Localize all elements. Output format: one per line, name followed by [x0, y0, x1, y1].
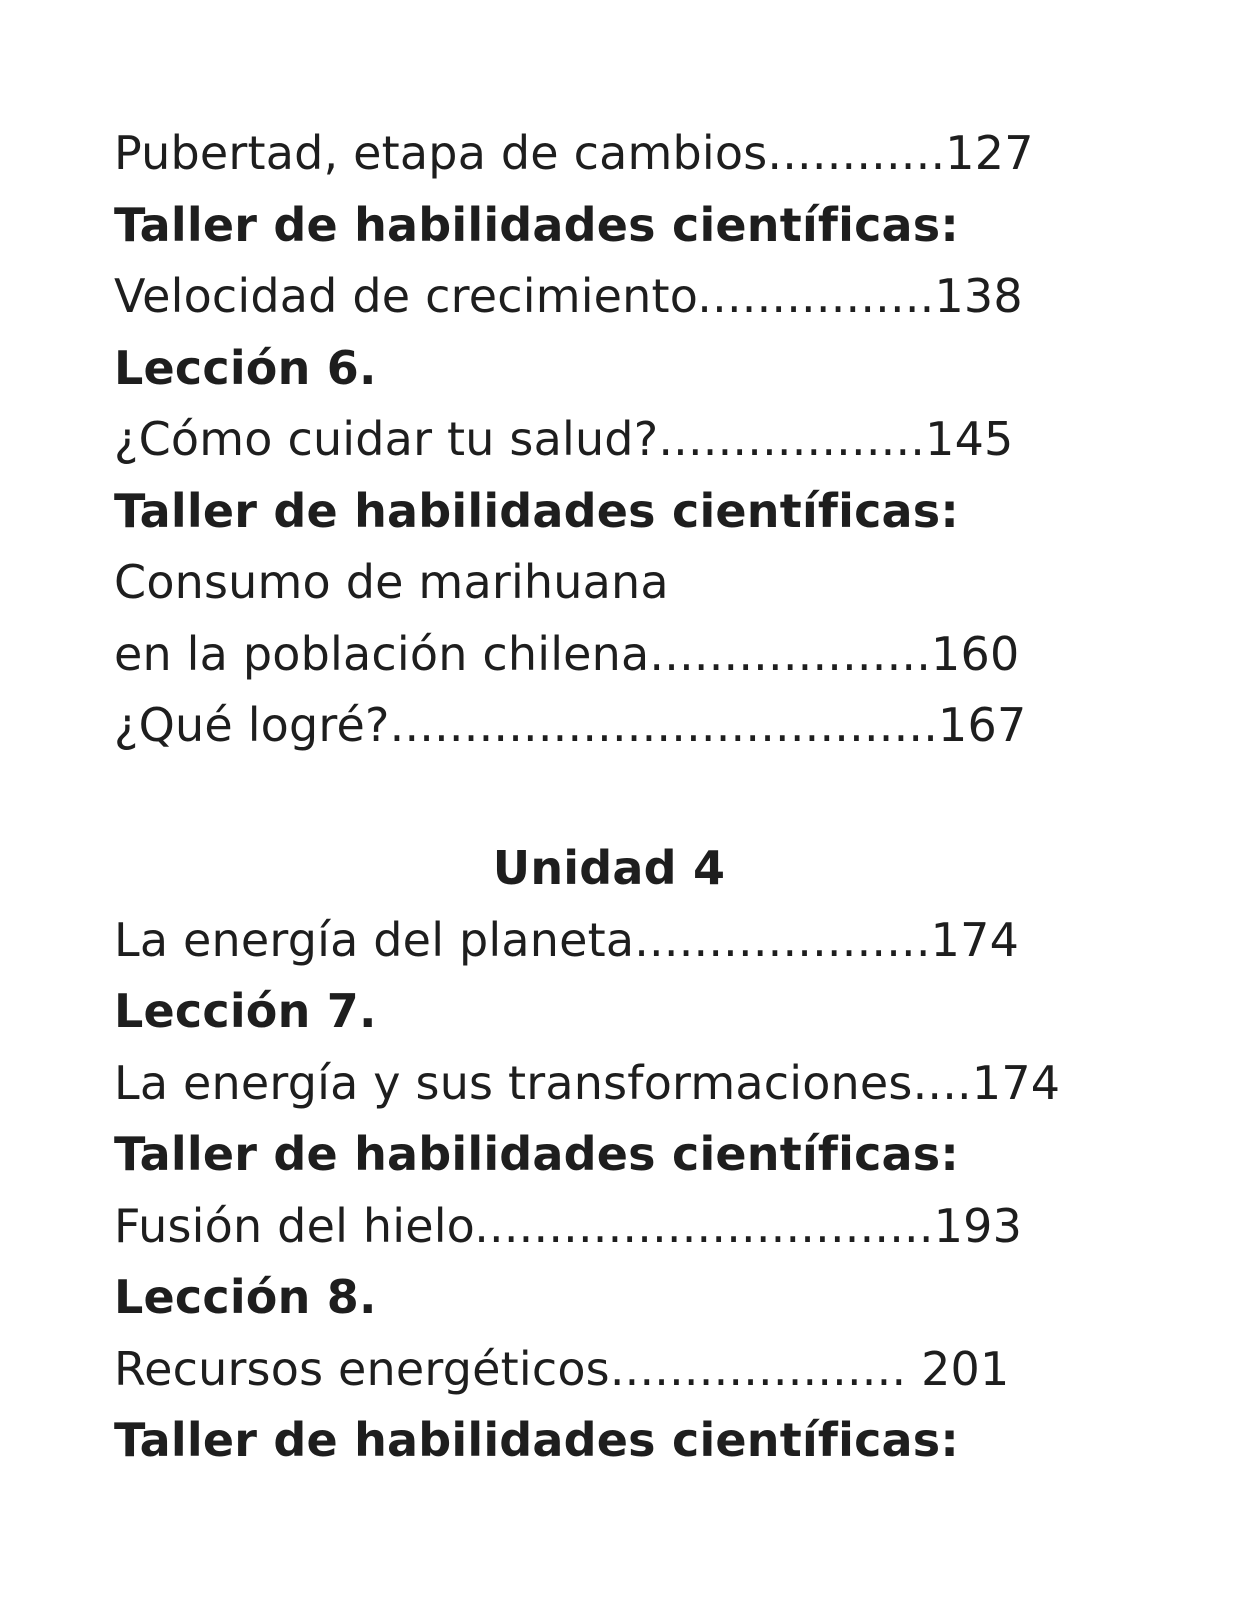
- toc-entry-fusion-hielo[interactable]: Fusión del hielo........................…: [114, 1198, 1023, 1253]
- toc-entry-energia-transformaciones[interactable]: La energía y sus transformaciones....174: [114, 1055, 1061, 1110]
- toc-entry-pubertad[interactable]: Pubertad, etapa de cambios............12…: [114, 126, 1034, 180]
- toc-entry-energia-planeta[interactable]: La energía del planeta..................…: [114, 912, 1020, 967]
- toc-entry-velocidad-crecimiento[interactable]: Velocidad de crecimiento................…: [114, 269, 1023, 323]
- toc-entry-consumo-marihuana-line1[interactable]: Consumo de marihuana: [114, 555, 669, 609]
- toc-lesson-8-heading: Lección 8.: [114, 1270, 377, 1324]
- toc-entry-que-logre[interactable]: ¿Qué logré?.............................…: [114, 698, 1027, 752]
- toc-entry-cuidar-salud[interactable]: ¿Cómo cuidar tu salud?..................…: [114, 412, 1014, 466]
- toc-section-taller: Taller de habilidades científicas:: [114, 197, 959, 252]
- toc-section-taller: Taller de habilidades científicas:: [114, 1413, 959, 1467]
- section-gap: [114, 762, 1104, 834]
- unit-4-heading: Unidad 4: [492, 841, 726, 895]
- toc-section-taller: Taller de habilidades científicas:: [114, 483, 959, 538]
- toc-lesson-6-heading: Lección 6.: [114, 340, 377, 395]
- toc-entry-consumo-marihuana-line2[interactable]: en la población chilena.................…: [114, 626, 1020, 681]
- toc-entry-recursos-energeticos[interactable]: Recursos energéticos....................…: [114, 1341, 1010, 1396]
- toc-lesson-7-heading: Lección 7.: [114, 984, 377, 1038]
- toc-section-taller: Taller de habilidades científicas:: [114, 1127, 959, 1181]
- table-of-contents: Pubertad, etapa de cambios............12…: [114, 118, 1104, 1477]
